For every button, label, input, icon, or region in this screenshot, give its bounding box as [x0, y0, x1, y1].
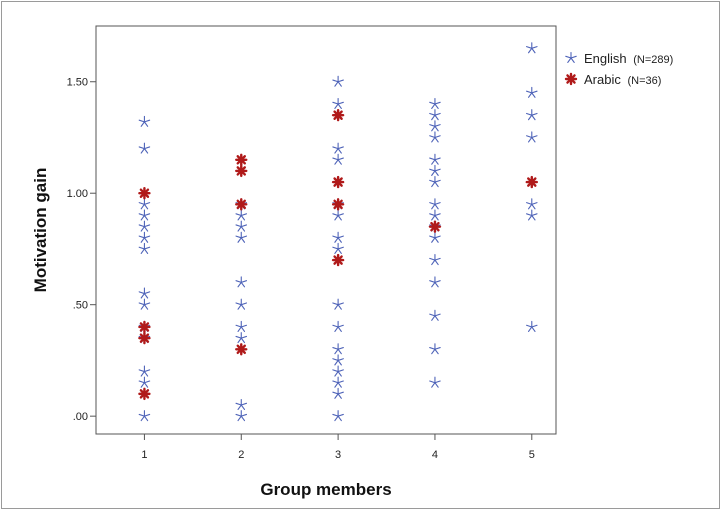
point-english	[429, 231, 441, 243]
point-english	[429, 376, 441, 388]
point-english	[332, 354, 344, 366]
point-english	[332, 231, 344, 243]
point-english	[138, 242, 151, 254]
point-english	[429, 97, 441, 110]
legend-star-icon	[565, 51, 577, 64]
point-english	[138, 209, 151, 221]
point-english	[429, 276, 441, 288]
point-english	[429, 131, 441, 143]
point-arabic	[138, 187, 151, 200]
point-english	[526, 198, 538, 210]
point-english	[138, 410, 151, 422]
x-axis-title: Group members	[260, 480, 391, 499]
point-english	[235, 276, 248, 288]
point-english	[332, 410, 344, 422]
point-english	[235, 398, 248, 411]
point-english	[235, 298, 248, 310]
point-english	[332, 142, 344, 154]
point-english	[332, 343, 344, 355]
point-english	[526, 109, 538, 121]
point-arabic	[331, 253, 345, 267]
point-english	[429, 209, 441, 221]
point-arabic	[331, 175, 345, 189]
y-axis-ticks: .00 .50 1.00 1.50	[67, 77, 96, 423]
point-english	[526, 86, 538, 98]
point-english	[235, 231, 248, 243]
point-arabic	[235, 164, 248, 178]
point-arabic	[235, 343, 248, 356]
point-arabic	[138, 331, 151, 345]
point-english	[235, 320, 248, 332]
point-arabic	[525, 175, 538, 189]
point-english	[429, 120, 441, 132]
point-english	[332, 242, 344, 254]
point-english	[526, 131, 538, 143]
y-tick-label: .00	[73, 411, 88, 423]
point-arabic	[235, 198, 248, 211]
y-tick-label: 1.50	[67, 77, 88, 89]
y-axis-title: Motivation gain	[31, 168, 50, 293]
point-english	[235, 209, 248, 221]
point-english	[332, 320, 344, 332]
point-arabic	[138, 320, 151, 334]
point-english	[332, 376, 344, 388]
point-english	[138, 365, 151, 377]
y-tick-label: 1.00	[67, 188, 88, 200]
point-english	[429, 198, 441, 210]
point-english	[138, 376, 151, 388]
point-english	[138, 298, 151, 310]
data-points	[138, 42, 538, 422]
legend-marker-english	[565, 51, 577, 64]
point-english	[138, 115, 151, 127]
point-english	[429, 254, 441, 266]
x-tick-label: 4	[432, 449, 438, 461]
point-english	[429, 164, 441, 176]
x-tick-label: 2	[238, 449, 244, 461]
x-tick-label: 3	[335, 449, 341, 461]
legend-label-arabic: Arabic (N=36)	[584, 72, 661, 87]
point-english	[138, 287, 151, 299]
x-axis-ticks: 1 2 3 4 5	[141, 434, 535, 461]
point-english	[332, 209, 344, 221]
point-english	[138, 142, 151, 154]
point-english	[526, 42, 538, 54]
point-arabic	[235, 153, 248, 166]
x-tick-label: 5	[529, 449, 535, 461]
point-english	[235, 332, 248, 344]
point-english	[332, 365, 344, 377]
point-arabic	[331, 108, 345, 122]
point-english	[429, 176, 441, 188]
point-english	[526, 320, 538, 332]
point-arabic	[428, 220, 442, 233]
point-english	[138, 198, 151, 210]
point-english	[429, 109, 441, 121]
legend: English (N=289) Arabic (N=36)	[564, 51, 673, 87]
legend-label-english: English (N=289)	[584, 51, 673, 66]
point-english	[235, 220, 248, 232]
legend-asterisk-icon	[564, 72, 578, 86]
x-tick-label: 1	[141, 449, 147, 461]
plot-area	[95, 25, 557, 435]
y-tick-label: .50	[73, 300, 88, 312]
point-english	[429, 343, 441, 355]
point-english	[332, 97, 344, 110]
point-english	[332, 75, 344, 87]
legend-marker-arabic	[564, 72, 578, 86]
point-english	[235, 410, 248, 422]
point-arabic	[138, 387, 151, 401]
point-english	[332, 298, 344, 310]
point-english	[429, 309, 441, 321]
point-english	[526, 209, 538, 221]
point-arabic	[331, 198, 345, 211]
point-english	[138, 231, 151, 243]
point-english	[332, 387, 344, 399]
point-english	[429, 153, 441, 165]
point-english	[138, 220, 151, 232]
point-english	[332, 153, 344, 165]
